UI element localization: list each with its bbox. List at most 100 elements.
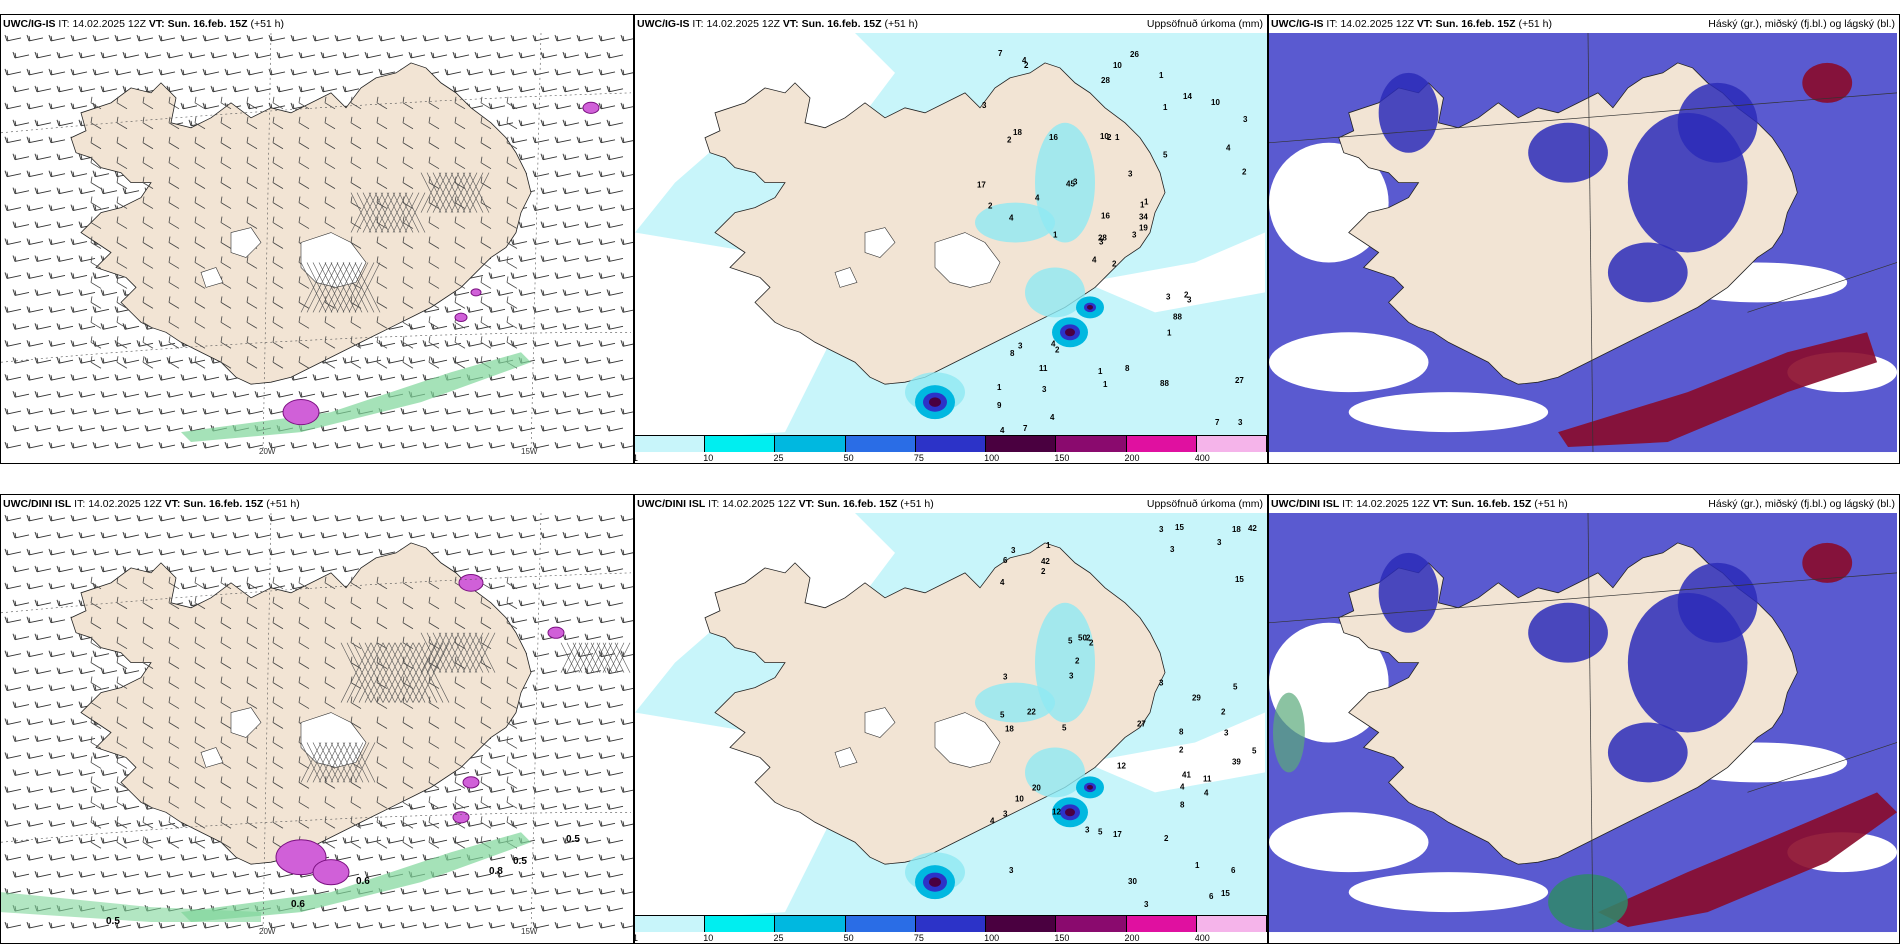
wind-barb bbox=[428, 256, 440, 269]
wind-barb bbox=[554, 786, 572, 793]
precip-value: 28 bbox=[1101, 76, 1110, 85]
wind-barb bbox=[474, 85, 492, 93]
wind-barb bbox=[400, 441, 418, 449]
wind-barb bbox=[90, 176, 102, 189]
wind-barb bbox=[90, 736, 102, 749]
precip-core bbox=[547, 626, 565, 639]
wind-barb bbox=[272, 356, 284, 369]
wind-barb bbox=[496, 769, 514, 776]
wind-barb bbox=[168, 616, 180, 630]
wind-barb bbox=[144, 424, 162, 432]
wind-barb bbox=[488, 34, 506, 42]
wind-barb bbox=[606, 221, 624, 228]
wind-barb bbox=[48, 616, 66, 624]
wind-barb bbox=[194, 676, 206, 689]
wind-barb bbox=[220, 796, 232, 809]
wind-barb bbox=[90, 236, 102, 249]
wind-barb bbox=[4, 407, 22, 415]
wind-barb bbox=[428, 216, 440, 229]
wind-barb bbox=[70, 786, 88, 793]
wind-barb bbox=[298, 391, 316, 398]
wind-barb bbox=[506, 596, 518, 610]
wind-barb bbox=[100, 289, 118, 296]
precip-value: 26 bbox=[1130, 50, 1139, 59]
wind-barb bbox=[584, 599, 602, 607]
wind-barb bbox=[554, 340, 572, 347]
wind-barb bbox=[584, 357, 602, 364]
wind-barb bbox=[506, 796, 518, 809]
precip-value: 3 bbox=[1159, 679, 1164, 688]
wind-barb bbox=[12, 599, 30, 607]
wind-barb bbox=[540, 837, 558, 844]
wind-barb bbox=[554, 921, 572, 929]
high-cloud bbox=[1548, 874, 1628, 931]
wind-barb bbox=[56, 289, 74, 296]
wind-barb bbox=[480, 696, 492, 709]
precip-patch bbox=[1035, 122, 1095, 243]
wind-barb bbox=[576, 820, 594, 827]
wind-barb bbox=[356, 441, 374, 449]
wind-barb bbox=[488, 340, 506, 347]
legend-swatch bbox=[1196, 916, 1267, 932]
wind-barb bbox=[220, 636, 232, 650]
wind-barb bbox=[312, 441, 330, 449]
wind-barb bbox=[452, 871, 470, 878]
wind-barb bbox=[276, 871, 294, 878]
wind-barb bbox=[324, 176, 336, 189]
wind-barb bbox=[168, 276, 180, 289]
wind-barb bbox=[56, 633, 74, 641]
wind-barb bbox=[334, 34, 352, 42]
wind-barb bbox=[402, 716, 414, 729]
wind-barb bbox=[92, 514, 110, 522]
wind-barb bbox=[4, 752, 22, 759]
wind-barb bbox=[554, 616, 572, 624]
wind-panel: UWC/DINI ISL IT: 14.02.2025 12Z VT: Sun.… bbox=[0, 494, 634, 944]
init-time-value: 14.02.2025 12Z bbox=[72, 18, 146, 30]
wind-barb bbox=[168, 236, 180, 249]
wind-barb bbox=[78, 735, 96, 742]
wind-barb bbox=[488, 548, 506, 556]
wind-barb bbox=[324, 156, 336, 170]
wind-barb bbox=[26, 306, 44, 313]
wind-barb bbox=[376, 576, 388, 590]
wind-barb bbox=[386, 357, 404, 364]
lat-lon-grid bbox=[1, 33, 632, 453]
panel-header: UWC/DINI ISL IT: 14.02.2025 12Z VT: Sun.… bbox=[3, 498, 300, 510]
wind-barb bbox=[518, 221, 536, 228]
precip-core bbox=[582, 101, 600, 114]
wind-barb bbox=[540, 51, 558, 59]
wind-barb bbox=[350, 136, 362, 150]
wind-barb bbox=[606, 565, 624, 573]
wind-barb bbox=[378, 68, 396, 76]
wind-barb bbox=[70, 548, 88, 556]
wind-barb bbox=[100, 357, 118, 364]
wind-barb bbox=[116, 656, 128, 669]
wind-barb bbox=[480, 736, 492, 749]
wind-barb bbox=[540, 255, 558, 262]
precip-value: 6 bbox=[1209, 892, 1214, 901]
wind-barb bbox=[272, 796, 284, 809]
wind-barb bbox=[428, 316, 440, 329]
wind-barb bbox=[350, 816, 362, 829]
valid-time: VT: Sun. 16.feb. 15Z bbox=[1432, 498, 1532, 510]
wind-barb bbox=[540, 769, 558, 776]
wind-barb bbox=[428, 816, 440, 829]
wind-barb bbox=[480, 616, 492, 630]
wind-barb bbox=[114, 68, 132, 76]
wind-barb bbox=[254, 531, 272, 539]
wind-barb bbox=[386, 424, 404, 432]
wind-barb bbox=[78, 391, 96, 398]
wind-barb bbox=[350, 796, 362, 809]
wind-barb bbox=[598, 238, 616, 245]
wind-barb bbox=[510, 752, 528, 759]
wind-barb bbox=[356, 854, 374, 861]
wind-barb bbox=[474, 424, 492, 432]
wind-barb bbox=[584, 51, 602, 59]
wind-barb bbox=[386, 837, 404, 844]
wind-barb bbox=[100, 871, 118, 878]
wind-barb bbox=[532, 616, 550, 624]
wind-barb bbox=[180, 854, 198, 861]
wind-barb bbox=[554, 272, 572, 279]
wind-barb bbox=[620, 102, 633, 110]
wind-barb bbox=[506, 636, 518, 650]
